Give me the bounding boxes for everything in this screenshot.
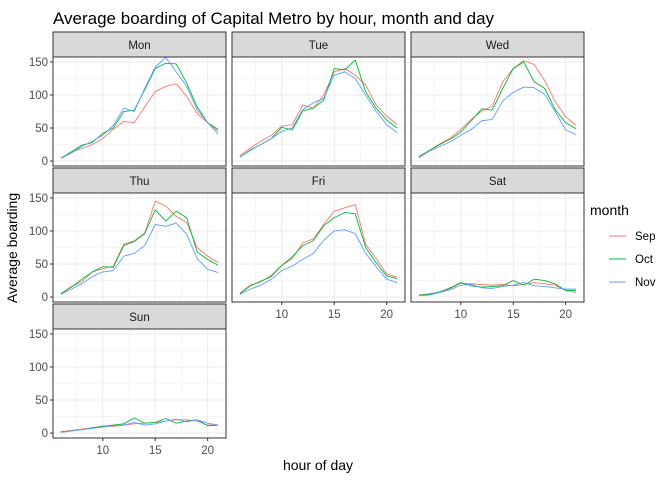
y-tick-label: 0 xyxy=(42,292,48,304)
facet-strip xyxy=(231,31,406,58)
facet-strip-label: Tue xyxy=(309,40,328,52)
y-tick-label: 100 xyxy=(29,226,48,238)
facet-panel-sun: Sun 0 50 100 150 10 15 20 xyxy=(29,303,227,457)
series-line-oct xyxy=(239,212,398,295)
x-axis-title: hour of day xyxy=(283,457,353,473)
series-line-nov xyxy=(239,229,398,295)
chart-title: Average boarding of Capital Metro by hou… xyxy=(53,9,495,28)
y-axis-title: Average boarding xyxy=(4,193,20,303)
x-tick-label: 20 xyxy=(380,309,393,321)
facet-panel-sat: Sat 10 15 20 xyxy=(410,167,585,321)
facet-strip-label: Sun xyxy=(129,312,149,324)
facet-strip-label: Fri xyxy=(312,176,325,188)
x-tick-label: 20 xyxy=(201,445,214,457)
y-tick-label: 50 xyxy=(35,123,48,135)
x-tick-label: 15 xyxy=(507,309,520,321)
series-line-sep xyxy=(418,60,577,157)
facet-panel-tue: Tue xyxy=(231,31,406,167)
y-tick-label: 150 xyxy=(29,329,48,341)
panel-border xyxy=(52,56,227,167)
legend: month Sep Oct Nov xyxy=(590,202,656,289)
panel-border xyxy=(231,56,406,167)
series-line-oct xyxy=(60,209,219,295)
series-line-oct xyxy=(418,61,577,158)
facet-panel-mon: Mon 0 50 100 150 xyxy=(29,31,227,168)
series-line-oct xyxy=(418,278,577,296)
y-tick-label: 0 xyxy=(42,428,48,440)
facet-panel-fri: Fri 10 15 20 xyxy=(231,167,406,321)
panel-border xyxy=(52,192,227,303)
y-tick-label: 150 xyxy=(29,57,48,69)
x-tick-label: 10 xyxy=(96,445,109,457)
series-line-nov xyxy=(418,86,577,159)
y-tick-label: 50 xyxy=(35,259,48,271)
facet-panel-thu: Thu 0 50 100 150 xyxy=(29,167,227,304)
panel-border xyxy=(410,192,585,303)
x-tick-label: 10 xyxy=(275,309,288,321)
series-line-sep xyxy=(60,83,219,159)
series-line-sep xyxy=(239,68,398,157)
y-tick-label: 0 xyxy=(42,156,48,168)
facet-strip-label: Thu xyxy=(130,176,150,188)
facet-panel-wed: Wed xyxy=(410,31,585,167)
x-tick-label: 15 xyxy=(328,309,341,321)
series-line-nov xyxy=(60,56,219,159)
facet-strip xyxy=(52,303,227,330)
legend-label-sep: Sep xyxy=(635,231,655,243)
x-tick-label: 20 xyxy=(559,309,572,321)
series-line-sep xyxy=(418,282,577,296)
legend-title: month xyxy=(590,202,629,218)
panel-border xyxy=(52,328,227,439)
series-line-nov xyxy=(60,418,219,433)
facet-strip xyxy=(52,167,227,194)
series-line-nov xyxy=(239,71,398,158)
y-tick-label: 100 xyxy=(29,362,48,374)
legend-label-nov: Nov xyxy=(635,277,656,289)
legend-label-oct: Oct xyxy=(635,254,654,266)
series-line-nov xyxy=(60,222,219,295)
facet-strip-label: Mon xyxy=(128,40,150,52)
panel-border xyxy=(231,192,406,303)
facet-strip-label: Sat xyxy=(489,176,507,188)
y-tick-label: 150 xyxy=(29,193,48,205)
facet-strip xyxy=(52,31,227,58)
y-tick-label: 100 xyxy=(29,90,48,102)
x-tick-label: 15 xyxy=(149,445,162,457)
x-tick-label: 10 xyxy=(454,309,467,321)
facet-strip-label: Wed xyxy=(486,40,509,52)
panel-border xyxy=(410,56,585,167)
series-line-nov xyxy=(418,282,577,297)
y-tick-label: 50 xyxy=(35,395,48,407)
